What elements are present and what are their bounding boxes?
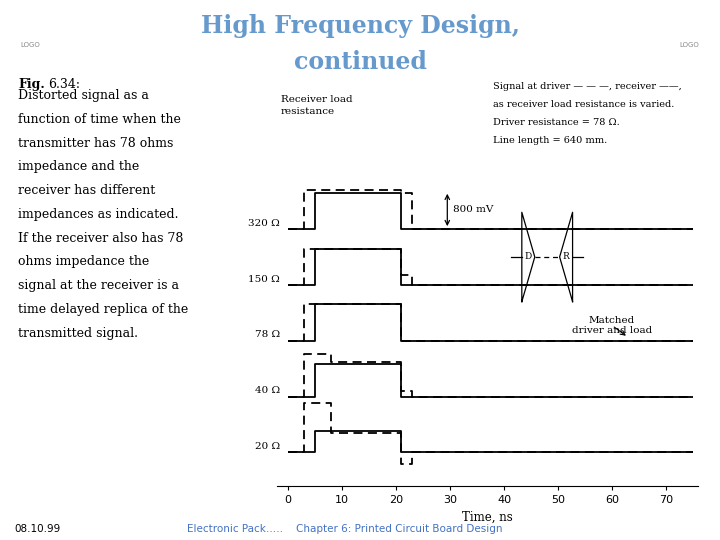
Text: 40 Ω: 40 Ω [255,386,280,395]
X-axis label: Time, ns: Time, ns [462,511,513,524]
Text: Line length = 640 mm.: Line length = 640 mm. [493,136,608,145]
Text: Distorted signal as a: Distorted signal as a [18,89,149,102]
Text: Electronic Pack…..    Chapter 6: Printed Circuit Board Design: Electronic Pack….. Chapter 6: Printed Ci… [187,523,503,534]
Text: 78 Ω: 78 Ω [255,330,280,339]
Text: LOGO: LOGO [680,42,699,48]
Text: 08.10.99: 08.10.99 [14,523,60,534]
Text: receiver has different: receiver has different [18,184,156,197]
Text: impedances as indicated.: impedances as indicated. [18,208,179,221]
Text: Driver resistance = 78 Ω.: Driver resistance = 78 Ω. [493,118,620,127]
Text: time delayed replica of the: time delayed replica of the [18,303,188,316]
Text: transmitted signal.: transmitted signal. [18,327,138,340]
Text: D: D [525,253,532,261]
Text: ohms impedance the: ohms impedance the [18,255,149,268]
Text: 20 Ω: 20 Ω [255,442,280,451]
Text: 800 mV: 800 mV [453,206,493,214]
Text: transmitter has 78 ohms: transmitter has 78 ohms [18,137,174,150]
Text: Matched
driver and load: Matched driver and load [572,316,652,335]
Text: function of time when the: function of time when the [18,113,181,126]
Text: as receiver load resistance is varied.: as receiver load resistance is varied. [493,100,675,109]
Text: Fig.: Fig. [18,78,45,91]
Text: R: R [563,253,570,261]
Text: High Frequency Design,: High Frequency Design, [201,14,519,37]
Text: impedance and the: impedance and the [18,160,139,173]
Text: continued: continued [294,50,426,73]
Text: Signal at driver — — —, receiver ——,: Signal at driver — — —, receiver ——, [493,82,682,91]
Text: Receiver load
resistance: Receiver load resistance [281,95,352,116]
Text: 150 Ω: 150 Ω [248,274,280,284]
Text: If the receiver also has 78: If the receiver also has 78 [18,232,184,245]
Text: 320 Ω: 320 Ω [248,219,280,228]
Text: 6.34:: 6.34: [48,78,80,91]
Text: LOGO: LOGO [21,42,40,48]
Text: signal at the receiver is a: signal at the receiver is a [18,279,179,292]
